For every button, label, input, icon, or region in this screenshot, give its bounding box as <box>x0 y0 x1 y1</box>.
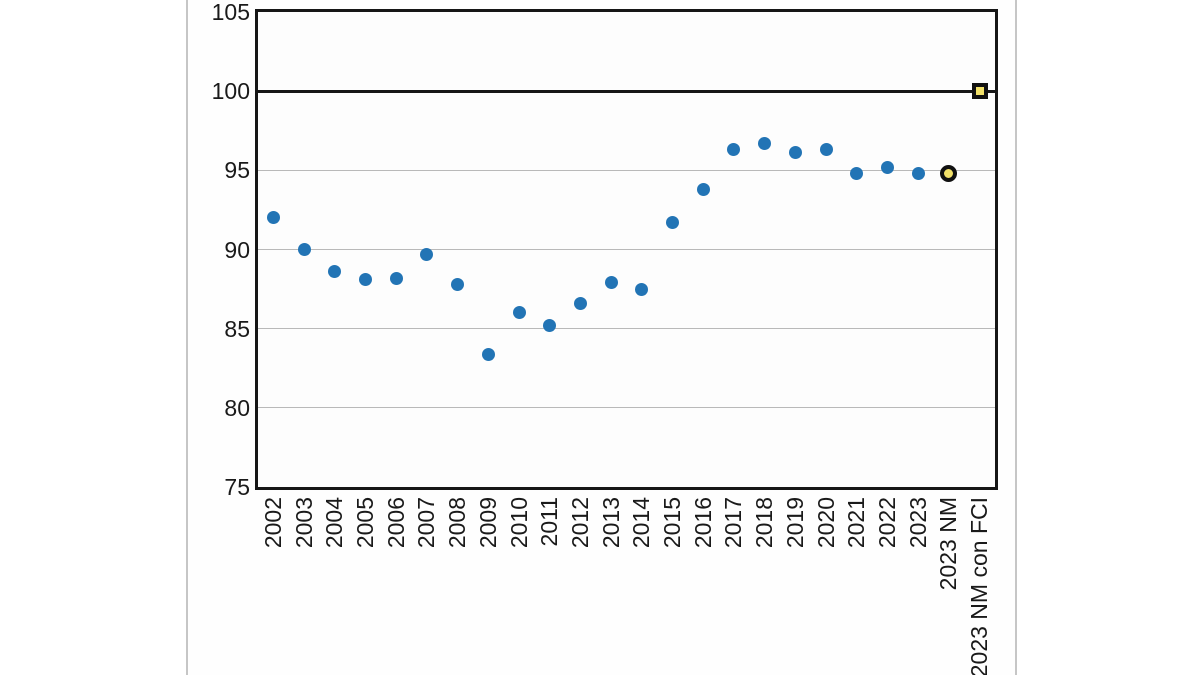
x-tick-label-2013: 2013 <box>597 497 624 549</box>
x-tick-label-2005: 2005 <box>351 497 378 549</box>
x-tick-label-2002: 2002 <box>259 497 286 549</box>
x-tick-label-2019: 2019 <box>781 497 808 549</box>
data-point-2023 <box>911 167 925 180</box>
data-point-2019 <box>788 146 802 160</box>
data-point-2008 <box>451 277 465 291</box>
x-tick-label-2010: 2010 <box>505 497 532 549</box>
y-tick-label-80: 80 <box>224 394 250 421</box>
data-point-2015 <box>666 216 680 230</box>
data-point-2005 <box>358 273 372 287</box>
data-point-2021 <box>850 167 864 180</box>
x-tick-label-2023-NM-con-FCI: 2023 NM con FCI <box>966 497 993 675</box>
x-tick-label-2014: 2014 <box>628 497 655 549</box>
data-point-2003 <box>297 243 311 256</box>
data-point-2020 <box>819 143 833 157</box>
data-point-2017 <box>727 143 741 157</box>
data-point-2007 <box>420 247 434 261</box>
x-tick-label-2015: 2015 <box>659 497 686 549</box>
data-point-2002 <box>266 211 280 225</box>
data-point-2022 <box>881 160 895 174</box>
y-tick-label-85: 85 <box>224 315 250 342</box>
gridline-85 <box>258 328 995 330</box>
y-tick-label-75: 75 <box>224 474 250 500</box>
data-point-2018 <box>758 136 772 150</box>
x-tick-label-2008: 2008 <box>444 497 471 549</box>
data-point-2014 <box>635 282 649 296</box>
data-point-2013 <box>604 276 618 290</box>
x-tick-label-2007: 2007 <box>413 497 440 549</box>
x-tick-label-2009: 2009 <box>474 497 501 549</box>
panel-right-border <box>1015 0 1017 675</box>
data-point-2009 <box>481 347 495 361</box>
reference-line-100 <box>258 89 995 93</box>
panel-left-border <box>186 0 188 675</box>
data-point-2006 <box>389 271 403 285</box>
plot-area <box>255 9 998 490</box>
x-tick-label-2022: 2022 <box>874 497 901 549</box>
x-tick-label-2003: 2003 <box>290 497 317 549</box>
x-tick-label-2020: 2020 <box>812 497 839 549</box>
x-tick-label-2016: 2016 <box>689 497 716 549</box>
x-tick-label-2011: 2011 <box>536 497 563 547</box>
y-tick-label-105: 105 <box>211 0 250 25</box>
x-tick-label-2018: 2018 <box>751 497 778 549</box>
data-point-2023-NM <box>940 165 958 182</box>
gridline-95 <box>258 169 995 171</box>
x-tick-label-2023-NM: 2023 NM <box>935 497 962 591</box>
data-point-2012 <box>573 296 587 310</box>
y-tick-label-95: 95 <box>224 157 250 184</box>
y-tick-label-90: 90 <box>224 236 250 263</box>
data-point-2010 <box>512 306 526 320</box>
gridline-90 <box>258 249 995 250</box>
data-point-2016 <box>696 182 710 196</box>
x-tick-label-2017: 2017 <box>720 497 747 549</box>
data-point-2004 <box>328 265 342 279</box>
x-tick-label-2004: 2004 <box>321 497 348 549</box>
x-tick-label-2023: 2023 <box>904 497 931 549</box>
x-tick-label-2012: 2012 <box>566 497 593 549</box>
x-tick-label-2006: 2006 <box>382 497 409 549</box>
data-point-2023-NM-con-FCI <box>971 83 988 100</box>
data-point-2011 <box>543 319 557 332</box>
x-tick-label-2021: 2021 <box>843 497 870 549</box>
gridline-80 <box>258 407 995 409</box>
y-tick-label-100: 100 <box>211 78 250 105</box>
